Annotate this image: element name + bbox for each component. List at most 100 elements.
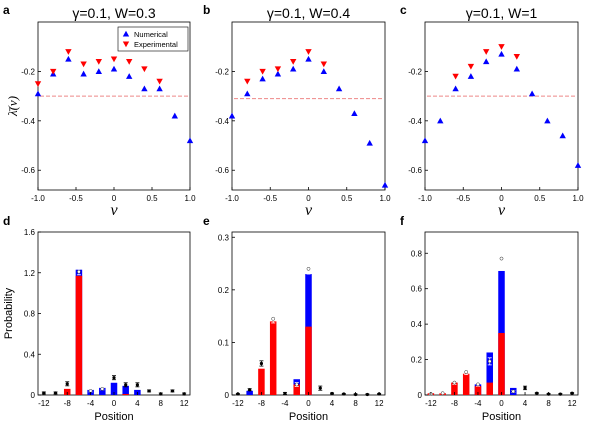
panel-c-numerical-point-7 bbox=[528, 90, 536, 97]
panel-e-theory-point-7 bbox=[318, 386, 322, 390]
panel-f-ytick-label: 0.6 bbox=[411, 285, 423, 294]
panel-b-letter: b bbox=[203, 3, 210, 17]
panel-a-xtick-label: 0 bbox=[112, 194, 117, 203]
panel-f-bar-blue-5 bbox=[486, 352, 493, 395]
panel-d-theory-point-5 bbox=[100, 387, 105, 391]
panel-d-bar-red-2 bbox=[63, 388, 71, 395]
panel-c-numerical-point-3 bbox=[467, 73, 475, 79]
panel-d-ytick-label: 1.6 bbox=[24, 228, 36, 237]
panel-d-theory-point-1 bbox=[53, 391, 58, 395]
panel-f-theory-point-2 bbox=[452, 380, 457, 385]
panel-c-series-numerical bbox=[421, 50, 582, 168]
panel-a-xtick-label: -0.5 bbox=[69, 194, 83, 203]
panel-e-theory-point-11 bbox=[365, 392, 369, 397]
panel-e-xtick-label: -12 bbox=[232, 399, 244, 408]
panel-f-theory-point-1 bbox=[440, 391, 445, 396]
panel-f-xtick-label: -4 bbox=[474, 399, 482, 408]
panel-d-theory-point-3 bbox=[77, 269, 81, 274]
panel-d-xtick-label: -4 bbox=[87, 399, 95, 408]
panel-d-theory-point-9 bbox=[147, 389, 151, 393]
panel-d-theory-point-11 bbox=[170, 389, 175, 393]
panel-b-xtick-label: 1.0 bbox=[379, 194, 391, 203]
panel-b: b γ=0.1, W=0.4 -1.0 -0.5 0 0.5 1.0 -0.2 -0.4 -0.6… bbox=[203, 3, 391, 219]
panel-e-ytick-label: 0 bbox=[225, 391, 230, 400]
panel-b-ytick-label: -0.2 bbox=[215, 67, 229, 76]
panel-f: f -12 -8 -4 0 4 8 12 0 0.2 0.4 0.6 0.8 Position bbox=[400, 214, 579, 423]
panel-f-bar-red-2 bbox=[451, 382, 458, 395]
panel-c-experimental-point-4 bbox=[513, 54, 520, 60]
panel-d-bars bbox=[63, 269, 141, 395]
panel-c-numerical-point-10 bbox=[574, 162, 582, 168]
panel-f-bar-red-5 bbox=[486, 382, 493, 395]
panel-d-xtick-label: 8 bbox=[159, 399, 164, 408]
panel-a-numerical-point-0 bbox=[34, 90, 42, 97]
panel-d-theory-point-2 bbox=[65, 382, 69, 386]
panel-d-xtick-label: 12 bbox=[180, 399, 189, 408]
panel-a-numerical-point-6 bbox=[126, 73, 133, 79]
panel-b-numerical-point-1 bbox=[244, 90, 251, 97]
panel-a-series-experimental bbox=[34, 49, 163, 87]
panel-f-theory bbox=[428, 252, 575, 396]
panel-b-experimental-point-2 bbox=[274, 66, 282, 73]
panel-b-experimental-point-1 bbox=[259, 68, 266, 75]
panel-e-bar-red-6 bbox=[305, 326, 312, 395]
panel-c-numerical-point-0 bbox=[421, 137, 429, 144]
panel-e-xtick-label: 0 bbox=[306, 399, 311, 408]
panel-a-series-numerical bbox=[34, 55, 194, 144]
panel-a-experimental-point-4 bbox=[95, 58, 102, 65]
panel-a-legend-marker-point-1 bbox=[122, 41, 130, 48]
panel-a-numerical-point-10 bbox=[186, 137, 194, 144]
panel-e-xtick-label: 12 bbox=[375, 399, 384, 408]
panel-f-xlabel: Position bbox=[482, 411, 521, 423]
panel-f-bar-red-6 bbox=[498, 332, 505, 395]
panel-e-xtick-label: 4 bbox=[330, 399, 335, 408]
panel-e-bar-blue-1 bbox=[246, 390, 253, 395]
panel-c-numerical-point-2 bbox=[452, 85, 459, 92]
panel-f-theory-point-9 bbox=[535, 391, 539, 395]
panel-b-numerical-point-9 bbox=[366, 139, 373, 146]
panel-f-bar-red-3 bbox=[462, 373, 470, 395]
panel-f-theory-point-11 bbox=[558, 392, 562, 396]
panel-b-xlabel: v bbox=[305, 202, 313, 219]
panel-f-theory-point-6 bbox=[499, 256, 504, 261]
panel-a-xtick-label: 0.5 bbox=[146, 194, 158, 203]
panel-c-numerical-point-5 bbox=[498, 50, 505, 57]
panel-c-xlabel: v bbox=[498, 202, 506, 219]
panel-c-ytick-label: -0.6 bbox=[408, 166, 422, 175]
panel-d: d -12 -8 -4 0 4 8 12 0 0.4 0.8 1.2 1.6 Position Probab… bbox=[3, 214, 191, 423]
panel-f-theory-point-4 bbox=[476, 382, 480, 387]
panel-e-ytick-label: 0.3 bbox=[218, 233, 230, 242]
panel-a-legend-marker-point-0 bbox=[122, 30, 130, 37]
panel-a-numerical-point-7 bbox=[141, 85, 148, 92]
panel-c-xtick-label: 0.5 bbox=[534, 194, 546, 203]
panel-f-xtick-label: -8 bbox=[451, 399, 459, 408]
panel-a-numerical-point-3 bbox=[80, 70, 87, 77]
panel-c-numerical-point-6 bbox=[513, 65, 520, 72]
panel-c-xtick-label: 0 bbox=[499, 194, 504, 203]
panel-d-bar-blue-6 bbox=[110, 382, 118, 395]
panel-b-numerical-point-7 bbox=[335, 85, 343, 92]
panel-f-xtick-label: 4 bbox=[523, 399, 528, 408]
panel-f-xtick-label: 12 bbox=[568, 399, 577, 408]
panel-b-numerical-point-6 bbox=[320, 68, 327, 74]
panel-a-experimental-point-5 bbox=[110, 56, 118, 63]
panel-a-experimental-point-8 bbox=[156, 78, 163, 85]
panel-d-bar-red-3 bbox=[75, 275, 83, 395]
panel-d-xtick-label: 0 bbox=[112, 399, 117, 408]
panel-f-theory-point-7 bbox=[511, 389, 516, 394]
panel-e-xtick-label: 8 bbox=[353, 399, 358, 408]
panel-a-experimental-point-7 bbox=[141, 66, 148, 73]
panel-d-theory-point-7 bbox=[124, 383, 128, 387]
panel-e-theory-point-6 bbox=[306, 267, 311, 271]
panel-f-ytick-label: 0 bbox=[418, 391, 423, 400]
panel-a-ylabel: λ̄(v) bbox=[5, 96, 20, 117]
panel-d-theory-point-6 bbox=[112, 376, 116, 380]
panel-e-theory-point-2 bbox=[259, 361, 264, 366]
panel-d-xlabel: Position bbox=[94, 411, 133, 423]
panel-c-numerical-point-1 bbox=[437, 117, 444, 124]
panel-d-theory-point-8 bbox=[135, 383, 139, 387]
panel-e-xlabel: Position bbox=[289, 411, 328, 423]
panel-c-experimental-point-2 bbox=[483, 49, 490, 55]
panel-a-xtick-label: -1.0 bbox=[31, 194, 45, 203]
